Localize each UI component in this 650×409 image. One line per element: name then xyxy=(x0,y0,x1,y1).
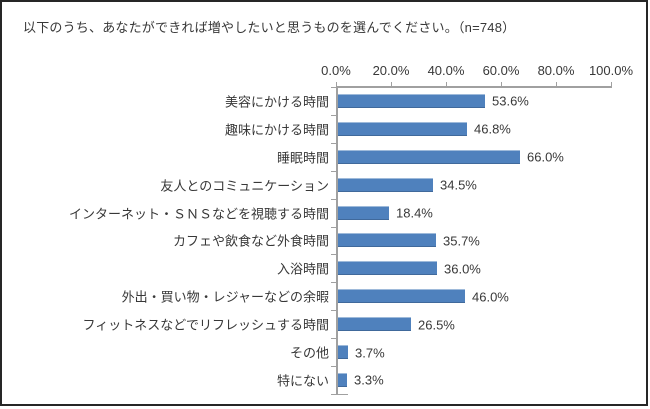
value-label: 3.7% xyxy=(355,345,385,361)
value-axis-line xyxy=(336,86,612,88)
category-axis-tick-mark xyxy=(331,226,336,228)
x-axis-tick-label: 60.0% xyxy=(482,63,520,78)
category-label: 外出・買い物・レジャーなどの余暇 xyxy=(121,289,329,305)
category-label: 睡眠時間 xyxy=(276,150,329,166)
x-axis-tick-mark xyxy=(500,82,502,87)
value-label: 35.7% xyxy=(443,233,480,249)
value-label: 3.3% xyxy=(354,372,384,388)
bar xyxy=(337,317,411,332)
category-axis-tick-mark xyxy=(331,393,336,395)
bar xyxy=(337,177,433,192)
category-axis-tick-mark xyxy=(331,142,336,144)
bar xyxy=(337,233,436,248)
bar xyxy=(337,289,465,304)
x-axis-tick-label: 20.0% xyxy=(372,63,410,78)
value-label: 18.4% xyxy=(396,205,433,221)
category-axis-tick-mark xyxy=(331,282,336,284)
category-label: インターネット・ＳＮＳなどを視聴する時間 xyxy=(68,206,329,222)
category-axis-tick-mark xyxy=(331,310,336,312)
value-label: 53.6% xyxy=(492,93,529,109)
category-label: フィットネスなどでリフレッシュする時間 xyxy=(82,317,329,333)
category-axis-tick-mark xyxy=(331,87,336,88)
category-label: 美容にかける時間 xyxy=(224,94,329,110)
category-axis-tick-mark xyxy=(331,170,336,172)
x-axis-tick-label: 100.0% xyxy=(588,63,634,78)
category-axis-tick-mark xyxy=(331,198,336,200)
value-label: 46.0% xyxy=(472,289,509,305)
category-label: その他 xyxy=(289,345,329,361)
x-axis-tick-label: 40.0% xyxy=(427,63,465,78)
bar xyxy=(337,149,520,164)
x-axis-tick-mark xyxy=(610,82,612,87)
category-axis-tick-mark xyxy=(331,338,336,340)
category-axis-line xyxy=(336,87,338,395)
x-axis-tick-mark xyxy=(390,82,392,87)
bar xyxy=(337,372,347,387)
category-label: 友人とのコミュニケーション xyxy=(160,178,329,194)
value-label: 66.0% xyxy=(527,149,564,165)
category-axis-tick-mark xyxy=(331,254,336,256)
bar xyxy=(337,261,437,276)
category-label: 趣味にかける時間 xyxy=(224,122,329,138)
x-axis-tick-mark xyxy=(335,82,337,87)
value-label: 36.0% xyxy=(444,261,481,277)
bar xyxy=(337,205,389,220)
x-axis-tick-label: 80.0% xyxy=(537,63,575,78)
value-label: 34.5% xyxy=(440,177,477,193)
bar xyxy=(337,345,348,360)
category-axis-tick-mark xyxy=(331,114,336,116)
bar xyxy=(337,121,467,136)
category-label: 入浴時間 xyxy=(276,261,329,277)
x-axis-tick-mark xyxy=(555,82,557,87)
category-axis-end-tick xyxy=(336,393,348,396)
x-axis-tick-mark xyxy=(445,82,447,87)
category-label: 特にない xyxy=(276,373,329,389)
x-axis-tick-label: 0.0% xyxy=(321,63,351,78)
bar xyxy=(337,93,485,108)
category-label: カフェや飲食など外食時間 xyxy=(172,233,329,249)
chart-title: 以下のうち、あなたができれば増やしたいと思うものを選んでください。（n=748） xyxy=(23,20,516,35)
value-label: 46.8% xyxy=(474,121,511,137)
value-label: 26.5% xyxy=(418,317,455,333)
category-axis-tick-mark xyxy=(331,366,336,367)
